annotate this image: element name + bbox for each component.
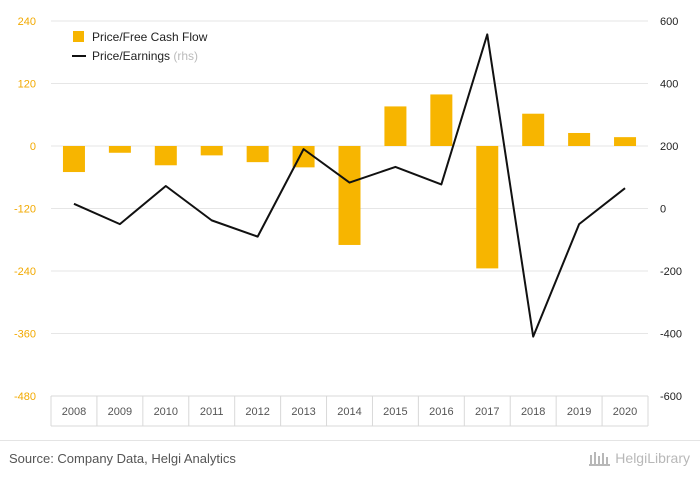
x-tick-label: 2011 xyxy=(200,406,224,418)
footer: Source: Company Data, Helgi Analytics He… xyxy=(0,440,700,484)
bar xyxy=(522,114,544,146)
x-tick-label: 2009 xyxy=(108,406,132,418)
x-tick-label: 2013 xyxy=(291,406,315,418)
y-left-tick-label: -120 xyxy=(14,204,36,216)
y-left-tick-label: -360 xyxy=(14,329,36,341)
bar xyxy=(247,146,269,162)
y-right-tick-label: 400 xyxy=(660,79,678,91)
y-left-tick-label: 240 xyxy=(18,16,36,28)
bar xyxy=(63,146,85,172)
library-icon xyxy=(589,450,611,466)
bar xyxy=(339,146,361,245)
x-tick-label: 2017 xyxy=(475,406,499,418)
x-tick-label: 2008 xyxy=(62,406,86,418)
x-tick-label: 2014 xyxy=(337,406,361,418)
x-tick-label: 2015 xyxy=(383,406,407,418)
bar xyxy=(430,94,452,146)
chart-area: 240 120 0 -120 -240 -360 -480 600 400 200 0 -200 -40… xyxy=(0,0,700,440)
x-tick-label: 2019 xyxy=(567,406,591,418)
legend-swatch-bar xyxy=(73,31,84,42)
y-right-tick-label: -600 xyxy=(660,391,682,403)
y-right-tick-label: -200 xyxy=(660,266,682,278)
y-left-tick-label: 120 xyxy=(18,79,36,91)
helgi-library-logo[interactable]: HelgiLibrary xyxy=(589,450,690,466)
legend-rhs-note: (rhs) xyxy=(173,49,198,63)
x-tick-label: 2020 xyxy=(613,406,637,418)
bar xyxy=(476,146,498,268)
bar xyxy=(155,146,177,165)
bar xyxy=(201,146,223,155)
y-left-tick-label: -240 xyxy=(14,266,36,278)
y-right-tick-label: 600 xyxy=(660,16,678,28)
bar xyxy=(384,106,406,146)
bar xyxy=(614,137,636,146)
bar xyxy=(568,133,590,146)
logo-text: HelgiLibrary xyxy=(615,450,690,466)
y-right-tick-label: 0 xyxy=(660,204,666,216)
x-tick-label: 2012 xyxy=(245,406,269,418)
y-right-tick-label: -400 xyxy=(660,329,682,341)
bar xyxy=(109,146,131,153)
x-tick-label: 2018 xyxy=(521,406,545,418)
combo-chart: 240 120 0 -120 -240 -360 -480 600 400 200 0 -200 -40… xyxy=(0,0,700,440)
y-right-tick-label: 200 xyxy=(660,141,678,153)
y-left-tick-label: 0 xyxy=(30,141,36,153)
y-left-tick-label: -480 xyxy=(14,391,36,403)
legend-label-pe: Price/Earnings (rhs) xyxy=(92,49,198,63)
source-note: Source: Company Data, Helgi Analytics xyxy=(9,451,236,466)
legend-label-pfcf: Price/Free Cash Flow xyxy=(92,30,208,44)
x-tick-label: 2016 xyxy=(429,406,453,418)
x-tick-label: 2010 xyxy=(154,406,178,418)
